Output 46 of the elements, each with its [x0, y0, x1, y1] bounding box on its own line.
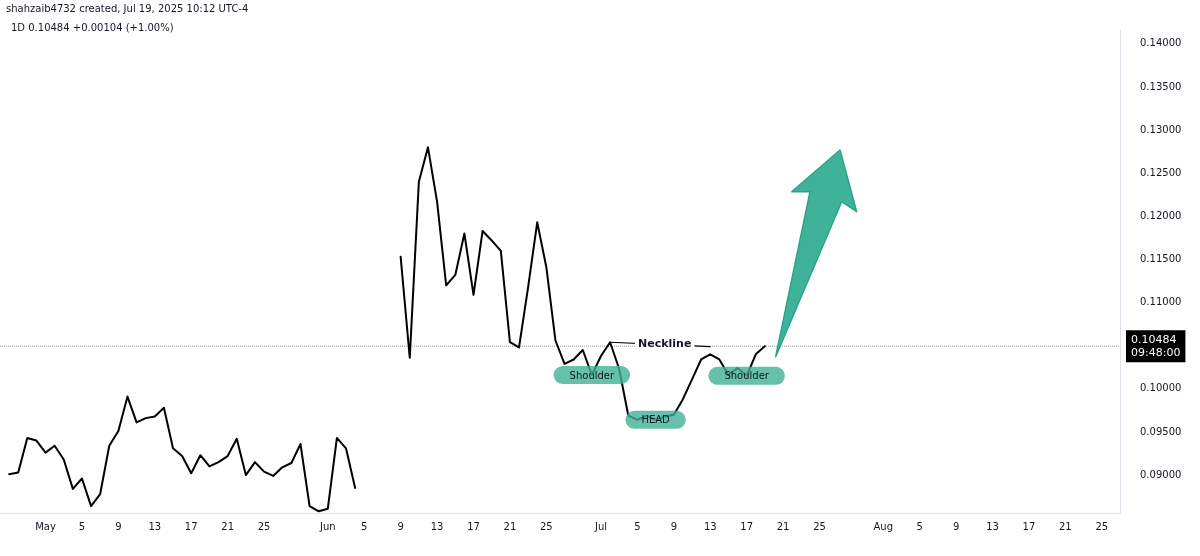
x-tick-label: Aug: [873, 520, 894, 532]
x-tick-label: 25: [257, 520, 271, 532]
annotation: Neckline: [638, 337, 692, 351]
x-tick-label: 13: [430, 520, 444, 532]
x-tick-label: 17: [1022, 520, 1036, 532]
y-tick-label: 0.11000: [1140, 296, 1182, 308]
x-tick-label: May: [35, 520, 56, 532]
y-tick-label: 0.14000: [1140, 37, 1182, 49]
x-tick-label: 21: [221, 520, 235, 532]
text: 09:48:00: [1131, 346, 1181, 360]
x-tick-label: 9: [670, 520, 678, 532]
x-tick-label: 5: [634, 520, 641, 532]
annotation: HEAD: [641, 414, 671, 426]
x-tick-label: 21: [1059, 520, 1072, 532]
annotation: Shoulder: [569, 369, 616, 381]
x-tick-label: 25: [539, 520, 553, 532]
text: shahzaib4732 created, Jul 19, 2025 10:12 UTC-4: [6, 2, 249, 14]
x-tick-label: 17: [184, 520, 198, 532]
x-tick-label: 5: [361, 520, 368, 532]
y-tick-label: 0.13500: [1140, 80, 1182, 92]
x-tick-label: 9: [397, 520, 404, 532]
y-tick-label: 0.13000: [1140, 123, 1182, 135]
x-tick-label: 25: [1095, 520, 1109, 532]
x-tick-label: 9: [115, 520, 122, 532]
y-tick-label: 0.12500: [1140, 166, 1182, 178]
x-tick-label: 5: [78, 520, 86, 532]
x-tick-label: 17: [740, 520, 754, 532]
y-tick-label: 0.09000: [1140, 468, 1182, 480]
x-tick-label: 21: [776, 520, 790, 532]
y-tick-label: 0.09500: [1140, 425, 1182, 437]
x-tick-label: 13: [148, 520, 162, 532]
x-tick-label: Jul: [593, 520, 608, 532]
chart-title: 1D 0.10484 +0.00104 (+1.00%): [11, 21, 174, 33]
x-tick-label: Jun: [318, 520, 336, 532]
ref-line-label: 0.10484: [1131, 333, 1177, 347]
y-tick-label: 0.12000: [1140, 209, 1182, 221]
y-tick-label: 0.10000: [1140, 382, 1182, 394]
x-tick-label: 17: [467, 520, 480, 532]
x-tick-label: 9: [952, 520, 960, 532]
x-tick-label: 21: [503, 520, 517, 532]
x-tick-label: 25: [813, 520, 826, 532]
x-tick-label: 13: [986, 520, 999, 532]
y-tick-label: 0.11500: [1140, 253, 1182, 265]
x-tick-label: 5: [916, 520, 923, 532]
x-tick-label: 13: [703, 520, 717, 532]
annotation: Shoulder: [724, 370, 770, 382]
